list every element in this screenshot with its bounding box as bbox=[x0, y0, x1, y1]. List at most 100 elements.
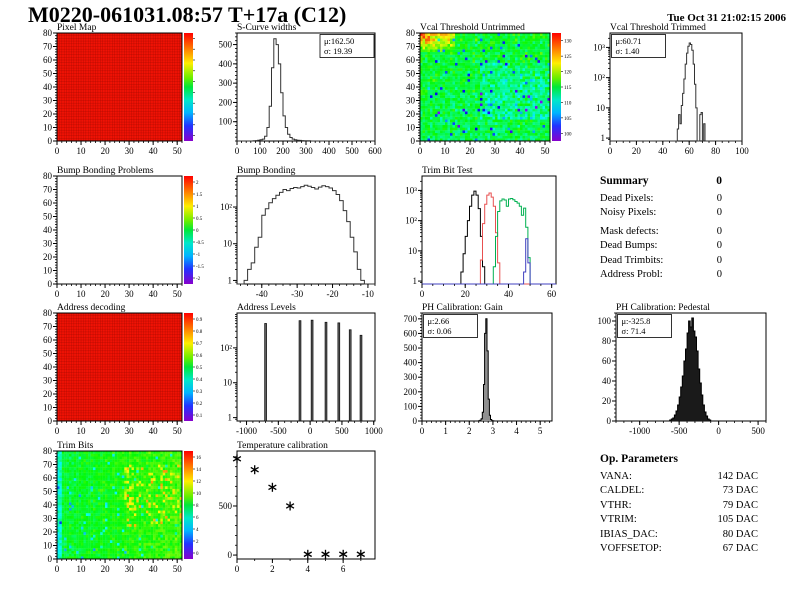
stats-box: μ:2.66σ: 0.06 bbox=[423, 314, 478, 338]
svg-text:μ:2.66: μ:2.66 bbox=[428, 316, 450, 326]
svg-text:3: 3 bbox=[491, 426, 496, 436]
svg-text:0: 0 bbox=[55, 146, 60, 156]
svg-text:40: 40 bbox=[406, 82, 416, 92]
ph-calibration-pedestal-plot-area bbox=[615, 312, 767, 422]
svg-text:100: 100 bbox=[404, 401, 418, 411]
svg-text:0: 0 bbox=[608, 146, 613, 156]
svg-text:10²: 10² bbox=[220, 343, 232, 353]
svg-text:0: 0 bbox=[48, 136, 53, 146]
y-axis: 1 10 10² bbox=[220, 178, 237, 285]
svg-text:70: 70 bbox=[43, 185, 53, 195]
svg-text:0: 0 bbox=[716, 426, 721, 436]
summary-row-label: Dead Bumps: bbox=[600, 240, 658, 251]
svg-text:100: 100 bbox=[598, 316, 612, 326]
svg-text:1: 1 bbox=[228, 275, 233, 285]
stats-box: μ:162.50σ: 19.39 bbox=[319, 34, 375, 58]
svg-text:1: 1 bbox=[601, 133, 606, 143]
chart-title: Address Levels bbox=[237, 303, 296, 313]
svg-text:200: 200 bbox=[219, 97, 233, 107]
svg-text:80: 80 bbox=[43, 28, 53, 38]
svg-text:60: 60 bbox=[43, 198, 53, 208]
svg-text:80: 80 bbox=[43, 308, 53, 318]
summary-row-value: 0 bbox=[716, 240, 722, 251]
svg-text:60: 60 bbox=[43, 55, 53, 65]
scatter-marker bbox=[232, 454, 242, 464]
svg-text:500: 500 bbox=[335, 426, 349, 436]
svg-text:20: 20 bbox=[466, 146, 476, 156]
svg-text:-1000: -1000 bbox=[236, 426, 257, 436]
svg-text:0: 0 bbox=[48, 279, 53, 289]
svg-text:400: 400 bbox=[404, 358, 418, 368]
svg-text:500: 500 bbox=[404, 343, 418, 353]
panel-bump-bonding: Bump Bonding -40 -30 -20 -10 1 10 10² bbox=[213, 163, 385, 310]
summary-heading-row: Summary 0 bbox=[600, 174, 722, 189]
svg-text:0: 0 bbox=[413, 416, 418, 426]
svg-text:20: 20 bbox=[101, 289, 111, 299]
op-parameter-row: VOFFSETOP: 67 DAC bbox=[600, 542, 758, 557]
chart-title: Trim Bits bbox=[57, 441, 94, 451]
svg-text:σ: 19.39: σ: 19.39 bbox=[324, 46, 352, 56]
summary-row-value: 0 bbox=[716, 254, 722, 266]
x-axis: 0 10 20 30 40 50 bbox=[418, 141, 551, 156]
svg-text:-0.5: -0.5 bbox=[196, 241, 204, 246]
svg-text:10³: 10³ bbox=[593, 42, 605, 52]
scatter-marker bbox=[268, 482, 277, 492]
svg-text:1: 1 bbox=[196, 205, 199, 210]
svg-text:20: 20 bbox=[101, 426, 111, 436]
spike bbox=[264, 323, 267, 422]
svg-text:0: 0 bbox=[607, 416, 612, 426]
s-curve-widths-chart: S-Curve widths 0 100 200 300 400 500 600 100 200 3… bbox=[219, 23, 383, 156]
chart-title: S-Curve widths bbox=[237, 23, 297, 33]
scatter-marker bbox=[303, 549, 313, 559]
svg-text:-500: -500 bbox=[671, 426, 688, 436]
summary-row-label: Mask defects: bbox=[600, 225, 659, 237]
svg-text:60: 60 bbox=[406, 55, 416, 65]
panel-trim-bit-test: Trim Bit Test 0 20 40 60 1 10 10² 10³ bbox=[396, 163, 576, 310]
svg-text:-1: -1 bbox=[196, 253, 201, 258]
op-parameter-value: 79 DAC bbox=[722, 499, 758, 511]
svg-text:0.5: 0.5 bbox=[196, 217, 203, 222]
svg-text:10: 10 bbox=[43, 403, 53, 413]
svg-text:40: 40 bbox=[504, 289, 514, 299]
colorbar: 0.9 0.8 0.7 0.6 0.5 0.4 0.3 0.2 0.1 bbox=[184, 313, 203, 421]
scatter-marker bbox=[356, 549, 366, 559]
op-parameters-heading: Op. Parameters bbox=[600, 453, 678, 465]
svg-text:500: 500 bbox=[219, 40, 233, 50]
svg-text:20: 20 bbox=[632, 146, 642, 156]
svg-text:10: 10 bbox=[408, 246, 418, 256]
y-axis: 1 10 10² bbox=[220, 314, 237, 423]
stats-box: μ:60.71σ: 1.40 bbox=[611, 34, 666, 58]
svg-text:50: 50 bbox=[406, 69, 416, 79]
page-title: M0220-061031.08:57 T+17a (C12) bbox=[28, 2, 347, 27]
scatter-marker bbox=[285, 501, 295, 511]
svg-text:100: 100 bbox=[253, 146, 267, 156]
panel-s-curve-widths: S-Curve widths 0 100 200 300 400 500 600 100 200 3… bbox=[213, 20, 385, 167]
svg-text:40: 40 bbox=[149, 289, 159, 299]
svg-text:50: 50 bbox=[43, 349, 53, 359]
panel-address-decoding: Address decoding 0 10 20 30 40 50 0 10 20 30 40 50 60… bbox=[35, 300, 235, 447]
svg-text:0.8: 0.8 bbox=[196, 330, 203, 335]
address-levels-plot-area bbox=[236, 312, 376, 422]
svg-text:80: 80 bbox=[602, 336, 612, 346]
panel-trim-bits: Trim Bits 0 10 20 30 40 50 0 10 20 30 40 50 60 70 80 16 1… bbox=[35, 438, 235, 585]
op-parameter-row: VTRIM: 105 DAC bbox=[600, 513, 758, 528]
svg-text:20: 20 bbox=[43, 252, 53, 262]
svg-text:20: 20 bbox=[406, 109, 416, 119]
svg-text:30: 30 bbox=[43, 376, 53, 386]
histogram-series bbox=[237, 38, 375, 142]
svg-text:5: 5 bbox=[538, 426, 543, 436]
svg-text:40: 40 bbox=[602, 376, 612, 386]
svg-text:40: 40 bbox=[149, 426, 159, 436]
svg-text:-40: -40 bbox=[256, 289, 268, 299]
svg-text:60: 60 bbox=[547, 289, 557, 299]
y-axis: 0 10 20 30 40 50 60 70 80 bbox=[406, 28, 420, 146]
y-axis: 1 10 10² 10³ bbox=[405, 180, 422, 286]
panel-vcal-threshold-untrimmed: Vcal Threshold Untrimmed 0 10 20 30 40 50 0 10 20… bbox=[396, 20, 582, 167]
op-parameter-label: VTRIM: bbox=[600, 514, 637, 525]
spike bbox=[337, 322, 341, 422]
summary-row: Dead Pixels: 0 bbox=[600, 192, 722, 207]
svg-text:50: 50 bbox=[43, 212, 53, 222]
